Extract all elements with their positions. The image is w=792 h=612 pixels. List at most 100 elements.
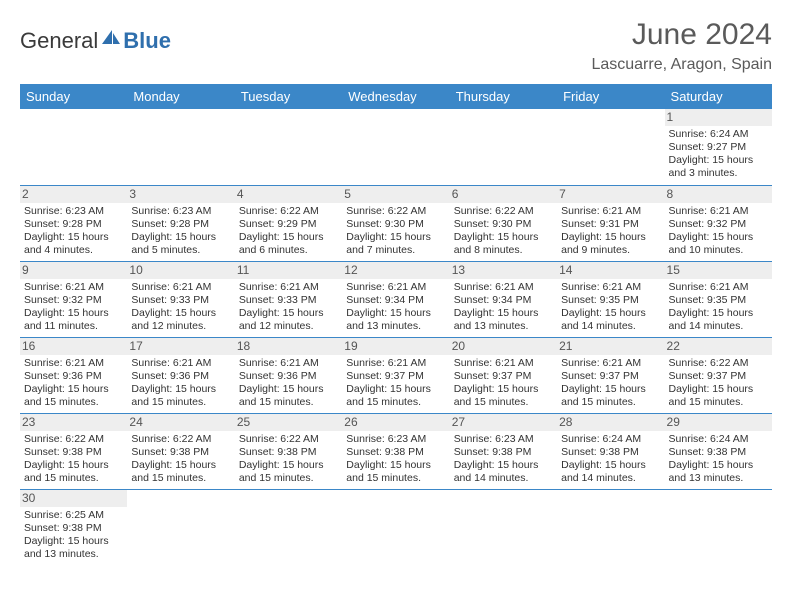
logo-text-general: Genera [20,28,93,54]
sunset-line: Sunset: 9:36 PM [239,370,338,383]
day-number: 1 [665,109,772,126]
sunset-line: Sunset: 9:33 PM [239,294,338,307]
weekday-header: Saturday [665,84,772,109]
sunrise-line: Sunrise: 6:21 AM [561,205,660,218]
calendar-week-row: 16Sunrise: 6:21 AMSunset: 9:36 PMDayligh… [20,337,772,413]
day-details: Sunrise: 6:22 AMSunset: 9:38 PMDaylight:… [239,433,338,486]
sail-icon [100,26,122,52]
calendar-table: Sunday Monday Tuesday Wednesday Thursday… [20,84,772,565]
daylight-line: Daylight: 15 hours and 15 minutes. [454,383,553,409]
calendar-cell: 3Sunrise: 6:23 AMSunset: 9:28 PMDaylight… [127,185,234,261]
day-number: 12 [342,262,449,279]
calendar-week-row: 2Sunrise: 6:23 AMSunset: 9:28 PMDaylight… [20,185,772,261]
calendar-cell: 21Sunrise: 6:21 AMSunset: 9:37 PMDayligh… [557,337,664,413]
weekday-header: Friday [557,84,664,109]
title-block: June 2024 Lascuarre, Aragon, Spain [591,18,772,74]
day-details: Sunrise: 6:23 AMSunset: 9:28 PMDaylight:… [24,205,123,258]
day-details: Sunrise: 6:21 AMSunset: 9:36 PMDaylight:… [239,357,338,410]
daylight-line: Daylight: 15 hours and 14 minutes. [561,307,660,333]
daylight-line: Daylight: 15 hours and 14 minutes. [669,307,768,333]
sunrise-line: Sunrise: 6:22 AM [239,433,338,446]
calendar-cell [235,489,342,565]
daylight-line: Daylight: 15 hours and 6 minutes. [239,231,338,257]
day-number: 14 [557,262,664,279]
daylight-line: Daylight: 15 hours and 12 minutes. [131,307,230,333]
sunrise-line: Sunrise: 6:21 AM [239,281,338,294]
day-details: Sunrise: 6:21 AMSunset: 9:36 PMDaylight:… [131,357,230,410]
month-title: June 2024 [591,18,772,52]
calendar-cell: 6Sunrise: 6:22 AMSunset: 9:30 PMDaylight… [450,185,557,261]
calendar-cell [450,489,557,565]
sunrise-line: Sunrise: 6:21 AM [561,281,660,294]
day-details: Sunrise: 6:21 AMSunset: 9:33 PMDaylight:… [131,281,230,334]
sunset-line: Sunset: 9:37 PM [454,370,553,383]
daylight-line: Daylight: 15 hours and 14 minutes. [454,459,553,485]
day-number: 15 [665,262,772,279]
calendar-cell: 27Sunrise: 6:23 AMSunset: 9:38 PMDayligh… [450,413,557,489]
day-number: 11 [235,262,342,279]
sunrise-line: Sunrise: 6:22 AM [346,205,445,218]
day-details: Sunrise: 6:23 AMSunset: 9:38 PMDaylight:… [346,433,445,486]
daylight-line: Daylight: 15 hours and 8 minutes. [454,231,553,257]
calendar-cell: 16Sunrise: 6:21 AMSunset: 9:36 PMDayligh… [20,337,127,413]
daylight-line: Daylight: 15 hours and 10 minutes. [669,231,768,257]
calendar-cell: 12Sunrise: 6:21 AMSunset: 9:34 PMDayligh… [342,261,449,337]
day-number: 9 [20,262,127,279]
sunrise-line: Sunrise: 6:21 AM [669,281,768,294]
calendar-cell: 13Sunrise: 6:21 AMSunset: 9:34 PMDayligh… [450,261,557,337]
day-number: 30 [20,490,127,507]
daylight-line: Daylight: 15 hours and 7 minutes. [346,231,445,257]
day-details: Sunrise: 6:21 AMSunset: 9:37 PMDaylight:… [561,357,660,410]
day-details: Sunrise: 6:21 AMSunset: 9:37 PMDaylight:… [454,357,553,410]
daylight-line: Daylight: 15 hours and 11 minutes. [24,307,123,333]
sunrise-line: Sunrise: 6:21 AM [454,281,553,294]
sunrise-line: Sunrise: 6:24 AM [669,433,768,446]
calendar-cell: 11 Sunrise: 6:21 AMSunset: 9:33 PMDayligh… [235,261,342,337]
calendar-cell [557,489,664,565]
sunset-line: Sunset: 9:38 PM [131,446,230,459]
calendar-cell: 18Sunrise: 6:21 AMSunset: 9:36 PMDayligh… [235,337,342,413]
day-number: 3 [127,186,234,203]
sunset-line: Sunset: 9:37 PM [346,370,445,383]
calendar-cell [342,489,449,565]
calendar-cell [127,109,234,185]
calendar-cell: 14Sunrise: 6:21 AMSunset: 9:35 PMDayligh… [557,261,664,337]
sunrise-line: Sunrise: 6:21 AM [454,357,553,370]
daylight-line: Daylight: 15 hours and 15 minutes. [239,383,338,409]
daylight-line: Daylight: 15 hours and 13 minutes. [24,535,123,561]
calendar-cell: 25Sunrise: 6:22 AMSunset: 9:38 PMDayligh… [235,413,342,489]
sunset-line: Sunset: 9:38 PM [346,446,445,459]
day-number: 8 [665,186,772,203]
calendar-cell: 29Sunrise: 6:24 AMSunset: 9:38 PMDayligh… [665,413,772,489]
sunrise-line: Sunrise: 6:22 AM [239,205,338,218]
sunrise-line: Sunrise: 6:21 AM [346,281,445,294]
sunset-line: Sunset: 9:32 PM [24,294,123,307]
sunset-line: Sunset: 9:29 PM [239,218,338,231]
calendar-week-row: 23Sunrise: 6:22 AMSunset: 9:38 PMDayligh… [20,413,772,489]
daylight-line: Daylight: 15 hours and 12 minutes. [239,307,338,333]
calendar-cell: 28Sunrise: 6:24 AMSunset: 9:38 PMDayligh… [557,413,664,489]
day-number: 23 [20,414,127,431]
day-details: Sunrise: 6:22 AMSunset: 9:37 PMDaylight:… [669,357,768,410]
day-number: 6 [450,186,557,203]
sunrise-line: Sunrise: 6:23 AM [24,205,123,218]
day-number: 29 [665,414,772,431]
weekday-header-row: Sunday Monday Tuesday Wednesday Thursday… [20,84,772,109]
calendar-cell: 7Sunrise: 6:21 AMSunset: 9:31 PMDaylight… [557,185,664,261]
calendar-cell: 15Sunrise: 6:21 AMSunset: 9:35 PMDayligh… [665,261,772,337]
day-number: 24 [127,414,234,431]
day-details: Sunrise: 6:21 AMSunset: 9:32 PMDaylight:… [669,205,768,258]
day-number: 10 [127,262,234,279]
sunset-line: Sunset: 9:33 PM [131,294,230,307]
sunrise-line: Sunrise: 6:21 AM [24,357,123,370]
daylight-line: Daylight: 15 hours and 15 minutes. [24,383,123,409]
daylight-line: Daylight: 15 hours and 15 minutes. [346,383,445,409]
weekday-header: Sunday [20,84,127,109]
calendar-cell: 22Sunrise: 6:22 AMSunset: 9:37 PMDayligh… [665,337,772,413]
sunrise-line: Sunrise: 6:21 AM [346,357,445,370]
daylight-line: Daylight: 15 hours and 3 minutes. [669,154,768,180]
calendar-week-row: 9Sunrise: 6:21 AMSunset: 9:32 PMDaylight… [20,261,772,337]
day-details: Sunrise: 6:21 AMSunset: 9:37 PMDaylight:… [346,357,445,410]
weekday-header: Thursday [450,84,557,109]
sunset-line: Sunset: 9:38 PM [24,446,123,459]
